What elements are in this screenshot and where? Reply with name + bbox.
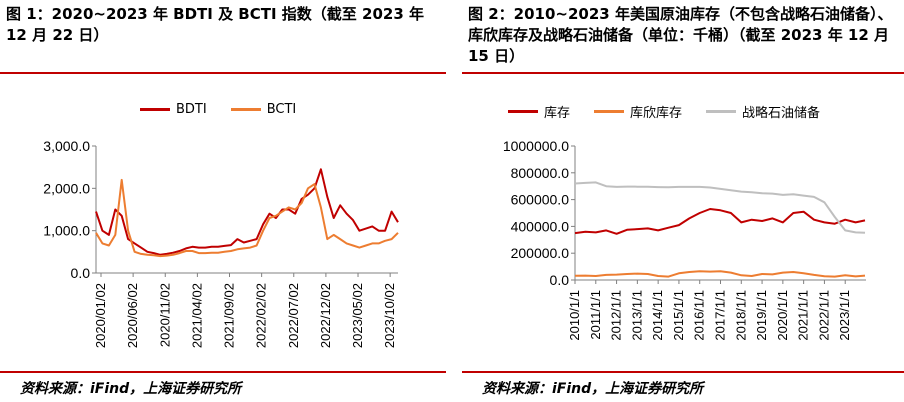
right-x-tick-label: 2017/1/1 — [713, 290, 728, 341]
right-x-tick-label: 2015/1/1 — [671, 290, 686, 341]
left-series-line-1 — [95, 178, 399, 258]
left-source-note: 资料来源：iFind，上海证券研究所 — [20, 381, 242, 397]
right-y-tick-label: 1000000.0 — [503, 138, 569, 154]
right-figure-title: 图 2：2010~2023 年美国原油库存（不包含战略石油储备）、库欣库存及战略… — [468, 5, 893, 65]
legend-item-cushing: 库欣库存 — [594, 102, 682, 121]
left-figure: 图 1：2020~2023 年 BDTI 及 BCTI 指数（截至 2023 年… — [0, 0, 446, 402]
legend-swatch-spr — [706, 110, 737, 113]
right-x-tick-label: 2021/1/1 — [796, 290, 811, 341]
left-legend: BDTI BCTI — [140, 102, 296, 117]
right-x-tick-label: 2014/1/1 — [650, 290, 665, 341]
right-line-chart: 0.0 200000.0 400000.0 600000.0 800000.0 10000… — [503, 138, 866, 341]
legend-label-spr: 战略石油储备 — [742, 106, 821, 121]
right-y-tick-label: 600000.0 — [511, 192, 570, 208]
right-source-note: 资料来源：iFind，上海证券研究所 — [482, 381, 704, 397]
left-x-tick-label: 2020/11/02 — [157, 283, 172, 347]
right-x-tick-label: 2022/1/1 — [816, 290, 831, 341]
legend-item-bdti: BDTI — [140, 102, 207, 117]
legend-item-spr: 战略石油储备 — [706, 102, 820, 121]
legend-label-bcti: BCTI — [266, 102, 297, 117]
right-y-tick-label: 400000.0 — [511, 218, 570, 234]
left-x-tick-label: 2021/04/02 — [189, 283, 204, 348]
legend-item-bcti: BCTI — [230, 102, 297, 117]
right-x-tick-label: 2019/1/1 — [754, 290, 769, 341]
left-y-tick-label: 2,000.0 — [43, 180, 90, 196]
left-x-tick-label: 2023/10/02 — [382, 283, 397, 348]
right-y-tick-label: 200000.0 — [511, 245, 570, 261]
legend-label-inventory: 库存 — [544, 106, 571, 121]
left-source-rule — [0, 371, 446, 373]
left-figure-title: 图 1：2020~2023 年 BDTI 及 BCTI 指数（截至 2023 年… — [6, 5, 424, 44]
right-x-tick-label: 2012/1/1 — [609, 290, 624, 341]
right-y-tick-label: 0.0 — [550, 272, 570, 288]
right-title-rule — [462, 72, 904, 74]
left-line-chart: 0.0 1,000.0 2,000.0 3,000.0 2020/01/02 2020/0… — [43, 138, 399, 348]
left-x-tick-label: 2020/06/02 — [125, 283, 140, 348]
left-x-tick-label: 2022/02/02 — [254, 283, 269, 348]
right-series-line-0 — [574, 208, 866, 235]
right-series-line-1 — [574, 270, 866, 278]
left-title-rule — [0, 72, 446, 74]
left-x-tick-label: 2022/12/02 — [318, 283, 333, 348]
left-y-tick-label: 3,000.0 — [43, 138, 90, 154]
right-x-tick-label: 2011/1/1 — [588, 290, 603, 340]
left-x-tick-label: 2022/07/02 — [286, 283, 301, 348]
legend-swatch-bcti — [230, 108, 261, 111]
left-series-line-0 — [95, 168, 399, 256]
right-y-tick-label: 800000.0 — [511, 165, 570, 181]
right-source-rule — [462, 371, 904, 373]
right-x-tick-label: 2018/1/1 — [733, 290, 748, 341]
right-x-tick-label: 2010/1/1 — [567, 290, 582, 341]
left-x-tick-label: 2020/01/02 — [93, 283, 108, 348]
left-x-tick-label: 2023/05/02 — [350, 283, 365, 348]
legend-swatch-bdti — [140, 108, 170, 111]
legend-label-bdti: BDTI — [176, 102, 207, 117]
legend-item-inventory: 库存 — [508, 102, 570, 121]
legend-label-cushing: 库欣库存 — [630, 106, 683, 121]
right-series-line-2 — [574, 181, 866, 234]
right-legend: 库存 库欣库存 战略石油储备 — [508, 102, 820, 121]
left-y-tick-label: 1,000.0 — [43, 223, 90, 239]
right-x-tick-label: 2016/1/1 — [692, 290, 707, 341]
legend-swatch-cushing — [594, 110, 625, 113]
left-x-tick-label: 2021/09/02 — [222, 283, 237, 348]
right-x-tick-label: 2023/1/1 — [837, 290, 852, 341]
legend-swatch-inventory — [508, 110, 538, 113]
left-y-tick-label: 0.0 — [71, 265, 91, 281]
right-x-tick-label: 2013/1/1 — [629, 290, 644, 341]
right-x-tick-label: 2020/1/1 — [775, 290, 790, 341]
right-figure: 图 2：2010~2023 年美国原油库存（不包含战略石油储备）、库欣库存及战略… — [462, 0, 904, 402]
